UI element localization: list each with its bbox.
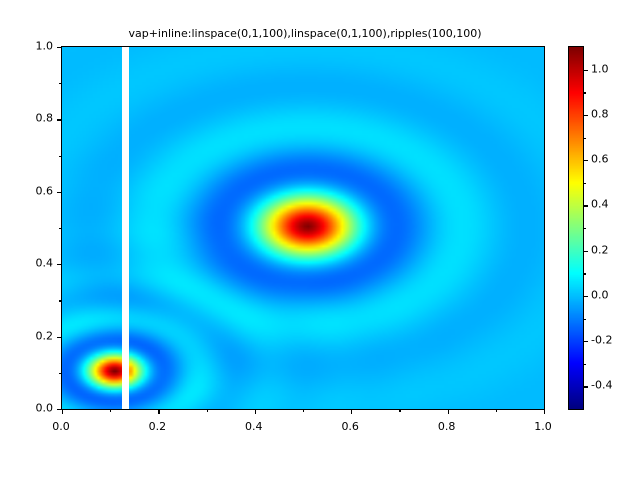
x-tick	[254, 409, 257, 414]
colorbar-tick-label: 0.0	[591, 288, 609, 302]
colorbar-tick-label: -0.4	[591, 378, 613, 392]
y-tick-label: 0.0	[35, 401, 54, 415]
colorbar-tick	[583, 386, 588, 388]
y-tick	[57, 191, 62, 194]
y-tick	[57, 264, 62, 266]
x-tick-label: 0.0	[52, 420, 70, 433]
colorbar-minor-tick	[583, 228, 586, 230]
colorbar-tick	[583, 114, 588, 117]
heatmap-image-left-patch	[62, 47, 122, 409]
colorbar-minor-tick	[583, 182, 586, 185]
heatmap-image-right-patch	[129, 47, 544, 409]
y-minor-tick	[59, 155, 62, 157]
colorbar-tick	[583, 250, 588, 252]
colorbar-tick-label: 0.4	[591, 197, 609, 211]
y-tick	[57, 119, 62, 121]
colorbar-minor-tick	[583, 318, 586, 320]
y-minor-tick	[59, 228, 62, 230]
y-tick	[57, 336, 62, 338]
y-tick-label: 0.2	[35, 329, 54, 343]
heatmap-data-area	[62, 47, 544, 409]
x-tick	[158, 409, 160, 414]
colorbar-gradient	[569, 47, 583, 409]
colorbar-tick	[583, 295, 588, 298]
y-minor-tick	[59, 83, 62, 85]
x-tick-label: 0.2	[148, 420, 167, 433]
colorbar-tick	[583, 69, 588, 71]
x-minor-tick	[110, 409, 112, 412]
x-minor-tick	[495, 409, 498, 412]
x-minor-tick	[303, 409, 305, 412]
y-tick-label: 1.0	[35, 39, 54, 53]
colorbar-tick-label: 0.8	[591, 107, 609, 121]
x-tick-label: 1.0	[534, 420, 552, 433]
colorbar-minor-tick	[583, 273, 586, 275]
colorbar-tick-label: 1.0	[591, 62, 609, 76]
colorbar-tick-label: -0.2	[591, 333, 613, 347]
x-tick	[351, 409, 353, 414]
y-tick-label: 0.6	[35, 184, 54, 198]
colorbar-tick-label: 0.2	[591, 243, 609, 257]
x-tick-label: 0.4	[245, 420, 263, 433]
colorbar-tick	[583, 341, 588, 343]
y-tick-label: 0.4	[35, 256, 54, 270]
colorbar[interactable]	[568, 46, 588, 410]
y-tick	[57, 47, 62, 49]
colorbar-tick	[583, 160, 588, 162]
x-tick	[447, 409, 449, 414]
colorbar-minor-tick	[583, 137, 586, 139]
chart-title: vap+inline:linspace(0,1,100),linspace(0,…	[128, 27, 482, 40]
y-tick	[57, 409, 62, 411]
y-minor-tick	[59, 300, 62, 302]
y-minor-tick	[59, 372, 62, 375]
x-tick	[544, 409, 546, 414]
x-tick-label: 0.8	[437, 420, 456, 433]
colorbar-tick	[583, 205, 588, 207]
x-minor-tick	[399, 409, 401, 412]
main-axes[interactable]	[57, 46, 546, 414]
x-tick	[62, 409, 64, 414]
x-minor-tick	[206, 409, 208, 412]
colorbar-tick-label: 0.6	[591, 152, 609, 166]
colorbar-minor-tick	[583, 92, 586, 94]
x-tick-label: 0.6	[341, 420, 359, 433]
y-tick-label: 0.8	[35, 111, 54, 125]
colorbar-minor-tick	[583, 363, 586, 366]
